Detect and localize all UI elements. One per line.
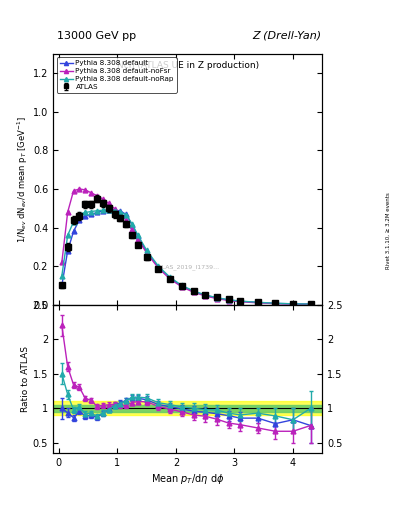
Pythia 8.308 default-noFsr: [83, 187, 88, 193]
Pythia 8.308 default-noRap: [95, 208, 99, 214]
Pythia 8.308 default-noRap: [308, 301, 313, 307]
Pythia 8.308 default-noRap: [238, 298, 243, 304]
Pythia 8.308 default: [77, 217, 82, 223]
Pythia 8.308 default: [95, 209, 99, 216]
Pythia 8.308 default-noRap: [106, 207, 111, 213]
Pythia 8.308 default-noFsr: [255, 300, 260, 306]
Pythia 8.308 default-noFsr: [136, 236, 140, 242]
Pythia 8.308 default: [144, 249, 149, 255]
Pythia 8.308 default-noFsr: [215, 295, 219, 302]
Pythia 8.308 default-noFsr: [273, 301, 278, 307]
Text: Nch (ATLAS UE in Z production): Nch (ATLAS UE in Z production): [117, 61, 259, 70]
Pythia 8.308 default: [124, 211, 129, 218]
Bar: [53, 405, 322, 412]
Pythia 8.308 default-noFsr: [112, 205, 117, 211]
Pythia 8.308 default-noRap: [112, 208, 117, 214]
Pythia 8.308 default-noRap: [203, 292, 208, 298]
Pythia 8.308 default-noRap: [255, 299, 260, 305]
Pythia 8.308 default-noFsr: [95, 193, 99, 199]
Pythia 8.308 default-noFsr: [156, 265, 161, 271]
Pythia 8.308 default-noRap: [59, 273, 64, 279]
Pythia 8.308 default: [83, 213, 88, 219]
Pythia 8.308 default-noFsr: [71, 188, 76, 194]
Pythia 8.308 default: [65, 248, 70, 254]
Pythia 8.308 default: [156, 264, 161, 270]
Pythia 8.308 default: [118, 208, 123, 214]
Pythia 8.308 default-noRap: [130, 221, 134, 227]
Pythia 8.308 default: [106, 207, 111, 213]
Pythia 8.308 default-noRap: [71, 219, 76, 225]
Line: Pythia 8.308 default-noRap: Pythia 8.308 default-noRap: [59, 208, 313, 307]
Bar: [53, 401, 322, 415]
Pythia 8.308 default-noFsr: [124, 217, 129, 223]
Pythia 8.308 default-noRap: [226, 296, 231, 303]
Pythia 8.308 default-noRap: [168, 274, 173, 281]
Pythia 8.308 default-noFsr: [59, 259, 64, 265]
Pythia 8.308 default: [308, 301, 313, 307]
Pythia 8.308 default-noFsr: [65, 209, 70, 215]
Pythia 8.308 default-noRap: [89, 208, 94, 215]
Pythia 8.308 default: [291, 301, 296, 307]
Pythia 8.308 default-noRap: [291, 301, 296, 307]
Pythia 8.308 default-noFsr: [180, 284, 184, 290]
Pythia 8.308 default-noRap: [83, 209, 88, 216]
Pythia 8.308 default-noRap: [144, 247, 149, 253]
Pythia 8.308 default-noRap: [180, 283, 184, 289]
Pythia 8.308 default: [59, 283, 64, 289]
Pythia 8.308 default: [273, 301, 278, 307]
Pythia 8.308 default-noRap: [215, 294, 219, 301]
Pythia 8.308 default: [130, 222, 134, 228]
Pythia 8.308 default-noFsr: [101, 196, 105, 202]
Pythia 8.308 default-noRap: [273, 300, 278, 306]
Text: Rivet 3.1.10, ≥ 3.2M events: Rivet 3.1.10, ≥ 3.2M events: [386, 192, 391, 269]
Pythia 8.308 default: [180, 283, 184, 289]
Pythia 8.308 default: [101, 208, 105, 214]
Pythia 8.308 default-noFsr: [226, 297, 231, 304]
Pythia 8.308 default: [168, 275, 173, 281]
Pythia 8.308 default-noRap: [124, 211, 129, 218]
Pythia 8.308 default-noFsr: [191, 289, 196, 295]
Pythia 8.308 default-noFsr: [203, 293, 208, 299]
Pythia 8.308 default-noRap: [156, 263, 161, 269]
Pythia 8.308 default-noFsr: [130, 226, 134, 232]
Pythia 8.308 default-noRap: [101, 207, 105, 213]
Pythia 8.308 default-noRap: [118, 209, 123, 215]
Pythia 8.308 default-noFsr: [106, 200, 111, 206]
Text: ATLAS_2019_I1739...: ATLAS_2019_I1739...: [155, 264, 220, 270]
Pythia 8.308 default: [71, 228, 76, 234]
Pythia 8.308 default: [255, 300, 260, 306]
Pythia 8.308 default-noFsr: [291, 301, 296, 307]
X-axis label: Mean $p_T$/d$\eta$ d$\phi$: Mean $p_T$/d$\eta$ d$\phi$: [151, 472, 224, 486]
Pythia 8.308 default-noFsr: [238, 298, 243, 305]
Pythia 8.308 default: [215, 295, 219, 301]
Pythia 8.308 default-noFsr: [77, 186, 82, 192]
Legend: Pythia 8.308 default, Pythia 8.308 default-noFsr, Pythia 8.308 default-noRap, AT: Pythia 8.308 default, Pythia 8.308 defau…: [57, 57, 177, 93]
Pythia 8.308 default: [203, 292, 208, 298]
Pythia 8.308 default-noRap: [136, 232, 140, 239]
Pythia 8.308 default: [112, 207, 117, 213]
Pythia 8.308 default-noRap: [77, 211, 82, 217]
Pythia 8.308 default-noFsr: [308, 301, 313, 307]
Pythia 8.308 default: [238, 298, 243, 304]
Line: Pythia 8.308 default-noFsr: Pythia 8.308 default-noFsr: [59, 186, 313, 307]
Pythia 8.308 default-noFsr: [144, 250, 149, 256]
Pythia 8.308 default-noFsr: [118, 211, 123, 217]
Pythia 8.308 default: [136, 233, 140, 239]
Pythia 8.308 default-noFsr: [89, 190, 94, 196]
Pythia 8.308 default: [226, 297, 231, 303]
Y-axis label: 1/N$_{ev}$ dN$_{ev}$/d mean p$_{T}$ [GeV$^{-1}$]: 1/N$_{ev}$ dN$_{ev}$/d mean p$_{T}$ [GeV…: [16, 116, 30, 243]
Pythia 8.308 default-noRap: [191, 288, 196, 294]
Y-axis label: Ratio to ATLAS: Ratio to ATLAS: [21, 346, 30, 412]
Line: Pythia 8.308 default: Pythia 8.308 default: [59, 207, 313, 307]
Pythia 8.308 default: [191, 288, 196, 294]
Pythia 8.308 default: [89, 211, 94, 218]
Pythia 8.308 default-noFsr: [168, 276, 173, 282]
Pythia 8.308 default-noRap: [65, 232, 70, 239]
Text: Z (Drell-Yan): Z (Drell-Yan): [252, 31, 321, 41]
Text: 13000 GeV pp: 13000 GeV pp: [57, 31, 136, 41]
